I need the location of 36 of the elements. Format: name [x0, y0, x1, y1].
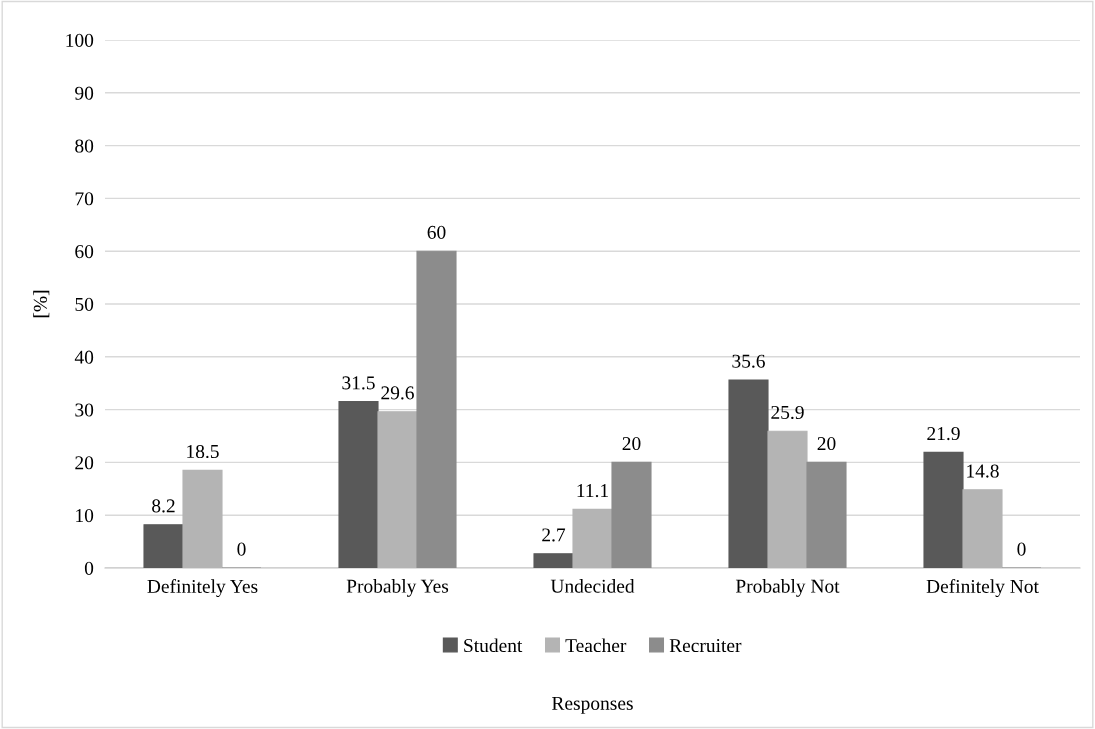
- y-tick-label: 60: [75, 245, 94, 259]
- data-label: 29.6: [381, 386, 414, 400]
- legend-label: Recruiter: [669, 639, 742, 653]
- data-label: 0: [1017, 542, 1026, 556]
- data-label: 60: [427, 225, 446, 239]
- y-tick-label: 10: [76, 509, 94, 523]
- data-label: 20: [817, 437, 836, 451]
- data-label: 8.2: [152, 499, 175, 513]
- legend-label: Teacher: [565, 638, 627, 653]
- y-axis-title: [%]: [33, 290, 50, 318]
- y-tick-label: 0: [84, 561, 94, 575]
- y-tick-label: 50: [75, 297, 94, 311]
- data-label: 0: [237, 542, 246, 556]
- data-label: 2.7: [542, 528, 566, 542]
- data-label: 20: [622, 437, 641, 451]
- y-tick-label: 40: [74, 350, 94, 364]
- x-tick-label: Definitely Not: [926, 579, 1039, 597]
- data-label: 11.1: [577, 484, 608, 498]
- data-label: 25.9: [771, 405, 804, 420]
- x-tick-label: Definitely Yes: [147, 579, 258, 597]
- y-tick-label: 30: [75, 403, 94, 417]
- data-label: 14.8: [967, 464, 999, 478]
- data-label: 21.9: [927, 427, 960, 441]
- data-label: 18.5: [187, 444, 219, 459]
- x-tick-label: Probably Yes: [346, 579, 449, 597]
- y-tick-label: 100: [66, 33, 94, 47]
- x-tick-label: Undecided: [550, 579, 635, 593]
- data-label: 31.5: [342, 376, 375, 390]
- legend-label: Student: [464, 638, 523, 653]
- y-tick-label: 70: [75, 192, 94, 206]
- data-label: 35.6: [732, 354, 765, 368]
- y-tick-label: 80: [75, 139, 94, 153]
- x-tick-label: Probably Not: [735, 579, 840, 597]
- y-tick-label: 90: [75, 86, 94, 100]
- text: Responses: [552, 696, 633, 714]
- y-tick-label: 20: [75, 456, 94, 470]
